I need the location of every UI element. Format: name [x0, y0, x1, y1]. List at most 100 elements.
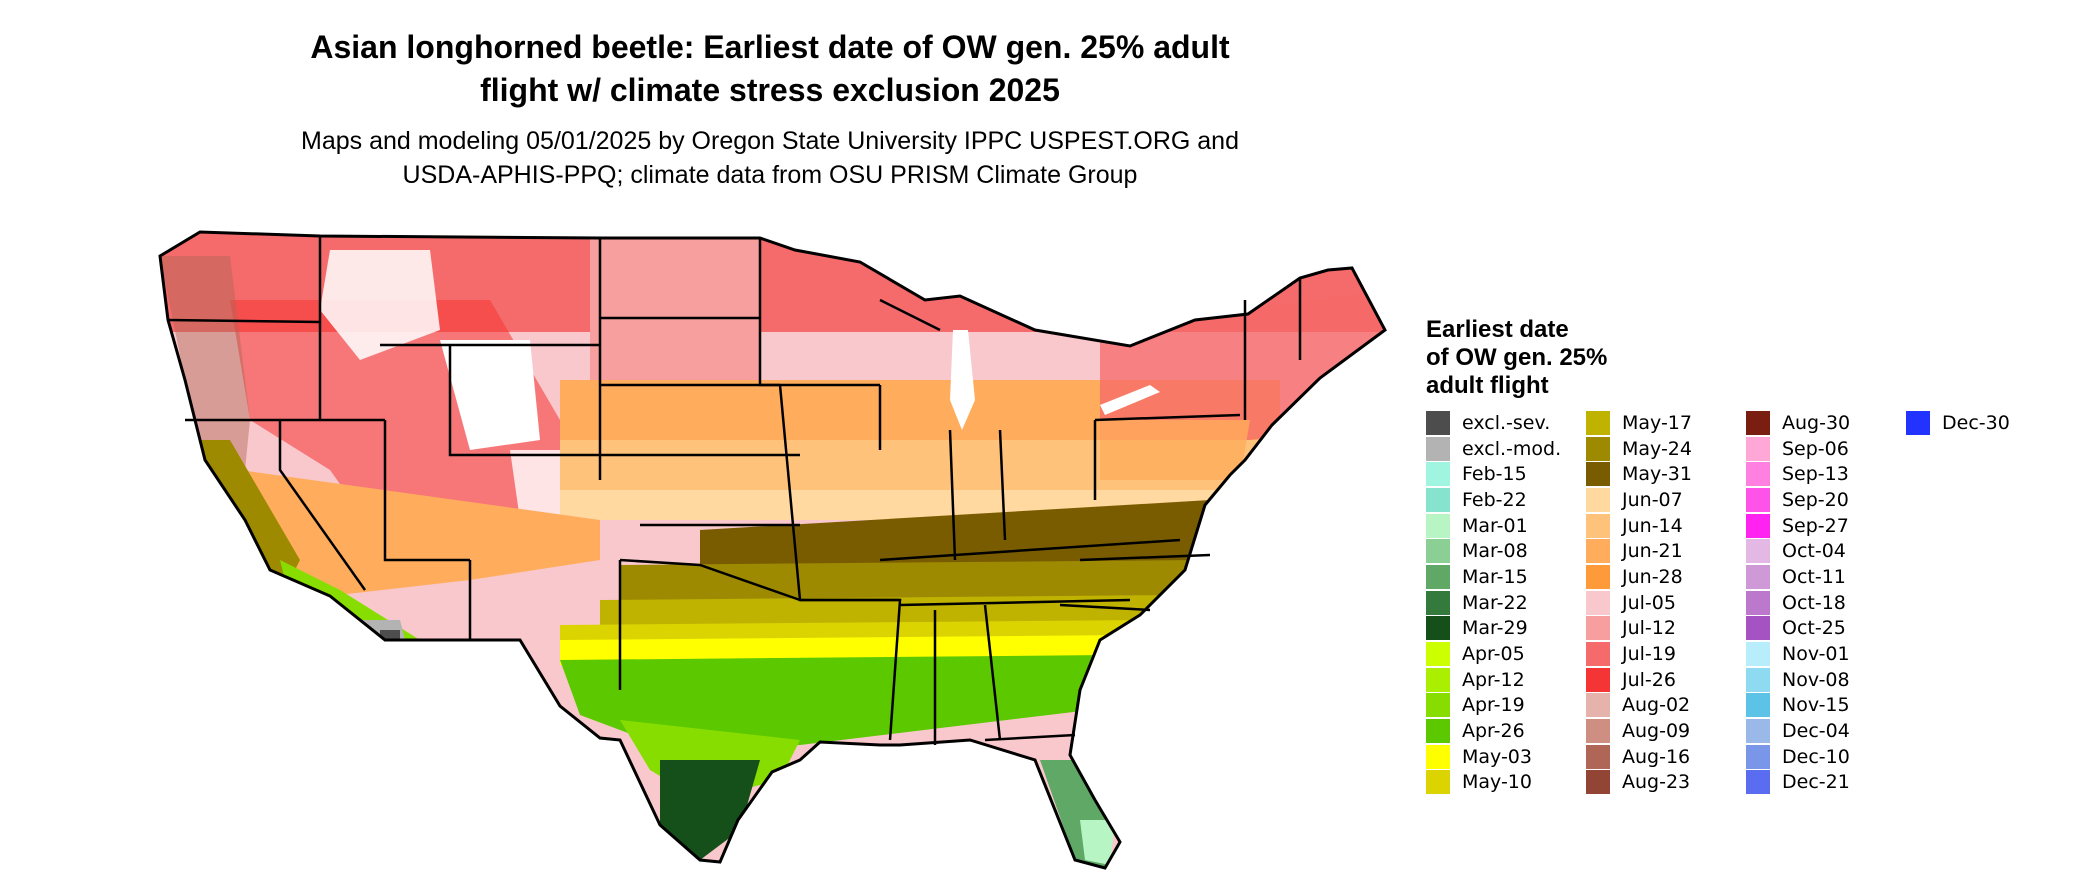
legend-item: Jun-21	[1586, 538, 1746, 564]
legend-swatch	[1426, 616, 1450, 641]
legend-item: Sep-27	[1746, 513, 1906, 539]
map-title: Asian longhorned beetle: Earliest date o…	[220, 26, 1320, 112]
legend-label: Aug-02	[1622, 694, 1691, 717]
map-region-northeast-orange	[1100, 420, 1250, 480]
state-line-tn-south	[899, 598, 1131, 607]
legend-label: Aug-09	[1622, 720, 1691, 743]
legend-title-line-2: of OW gen. 25%	[1426, 344, 1608, 371]
legend-swatch	[1586, 513, 1610, 538]
map-region-may-24	[620, 560, 1200, 605]
legend-label: Apr-19	[1462, 694, 1525, 717]
legend-swatch	[1426, 590, 1450, 615]
legend-item: Jun-14	[1586, 513, 1746, 539]
legend-item: Jun-28	[1586, 564, 1746, 590]
legend: excl.-sev. excl.-mod. Feb-15 Feb-22 Mar-01 Ma…	[1426, 410, 2010, 800]
state-line-wa-or	[167, 318, 321, 324]
legend-item: May-24	[1586, 436, 1746, 462]
state-line-nc-sc	[1059, 603, 1151, 612]
legend-swatch	[1746, 462, 1770, 487]
legend-label: Dec-21	[1782, 771, 1850, 794]
legend-label: Jul-26	[1622, 668, 1676, 691]
legend-label: Feb-15	[1462, 463, 1527, 486]
legend-item: Dec-10	[1746, 744, 1906, 770]
legend-swatch	[1586, 564, 1610, 589]
map-title-line-1: Asian longhorned beetle: Earliest date o…	[310, 29, 1230, 65]
state-line-ut	[383, 420, 470, 562]
legend-swatch	[1746, 487, 1770, 512]
legend-item: Jul-19	[1586, 641, 1746, 667]
state-boundaries	[167, 236, 1302, 745]
legend-item: Jun-07	[1586, 487, 1746, 513]
legend-item: May-17	[1586, 410, 1746, 436]
legend-swatch	[1746, 642, 1770, 667]
legend-label: Mar-08	[1462, 540, 1528, 563]
map-region-snow-1	[320, 250, 440, 360]
map-region-may-31	[700, 500, 1240, 575]
legend-label: Aug-30	[1782, 411, 1851, 434]
legend-label: Oct-25	[1782, 617, 1846, 640]
legend-label: Mar-15	[1462, 565, 1528, 588]
legend-swatch	[1586, 487, 1610, 512]
legend-label: excl.-sev.	[1462, 411, 1551, 434]
legend-swatch	[1586, 667, 1610, 692]
legend-label: Dec-30	[1942, 411, 2010, 434]
legend-swatch	[1746, 770, 1770, 795]
legend-item: Apr-12	[1426, 667, 1586, 693]
legend-swatch	[1586, 410, 1610, 435]
legend-label: Oct-11	[1782, 565, 1846, 588]
legend-label: excl.-mod.	[1462, 437, 1562, 460]
state-line-wi-mi	[879, 298, 941, 332]
legend-label: Aug-16	[1622, 745, 1691, 768]
legend-swatch	[1586, 642, 1610, 667]
map-region-snow-2	[440, 340, 540, 450]
state-line-ar-la	[800, 598, 902, 741]
legend-item: Mar-29	[1426, 616, 1586, 642]
legend-swatch	[1426, 410, 1450, 435]
legend-item: Apr-19	[1426, 693, 1586, 719]
legend-label: Mar-29	[1462, 617, 1528, 640]
legend-label: Apr-26	[1462, 720, 1525, 743]
legend-swatch	[1746, 667, 1770, 692]
map-fill-regions	[160, 232, 1385, 868]
legend-swatch	[1746, 693, 1770, 718]
legend-item: Aug-30	[1746, 410, 1906, 436]
legend-item: Mar-15	[1426, 564, 1586, 590]
legend-label: Jun-14	[1622, 514, 1683, 537]
legend-item: Oct-25	[1746, 616, 1906, 642]
map-region-great-plains	[590, 238, 760, 380]
legend-swatch	[1426, 642, 1450, 667]
state-line-va-nc	[1079, 553, 1211, 562]
legend-label: May-03	[1462, 745, 1532, 768]
legend-swatch	[1426, 487, 1450, 512]
state-line-ga-fl	[984, 733, 1076, 742]
legend-item: May-03	[1426, 744, 1586, 770]
state-line-ca-nv	[278, 420, 367, 591]
legend-item: Jul-26	[1586, 667, 1746, 693]
state-line-pa-ny	[1094, 413, 1241, 422]
legend-swatch	[1586, 693, 1610, 718]
legend-swatch	[1746, 564, 1770, 589]
legend-label: Nov-08	[1782, 668, 1850, 691]
legend-label: Jul-19	[1622, 643, 1676, 666]
state-line-wy-co	[448, 345, 640, 457]
legend-item: Apr-05	[1426, 641, 1586, 667]
legend-item: Aug-16	[1586, 744, 1746, 770]
legend-label: Dec-10	[1782, 745, 1850, 768]
map-region-florida-tip	[1080, 820, 1115, 865]
map-subtitle: Maps and modeling 05/01/2025 by Oregon S…	[220, 124, 1320, 192]
state-line-mn-ia	[758, 238, 880, 387]
legend-swatch	[1426, 719, 1450, 744]
legend-label: Oct-04	[1782, 540, 1846, 563]
legend-label: Jun-21	[1622, 540, 1683, 563]
legend-swatch	[1746, 744, 1770, 769]
legend-swatch	[1746, 436, 1770, 461]
legend-title-line-1: Earliest date	[1426, 316, 1569, 343]
legend-swatch	[1746, 410, 1770, 435]
map-title-line-2: flight w/ climate stress exclusion 2025	[480, 72, 1060, 108]
legend-title-line-3: adult flight	[1426, 372, 1549, 399]
legend-swatch	[1746, 539, 1770, 564]
legend-label: Aug-23	[1622, 771, 1691, 794]
legend-swatch	[1746, 590, 1770, 615]
legend-item: Nov-15	[1746, 693, 1906, 719]
legend-swatch	[1746, 513, 1770, 538]
